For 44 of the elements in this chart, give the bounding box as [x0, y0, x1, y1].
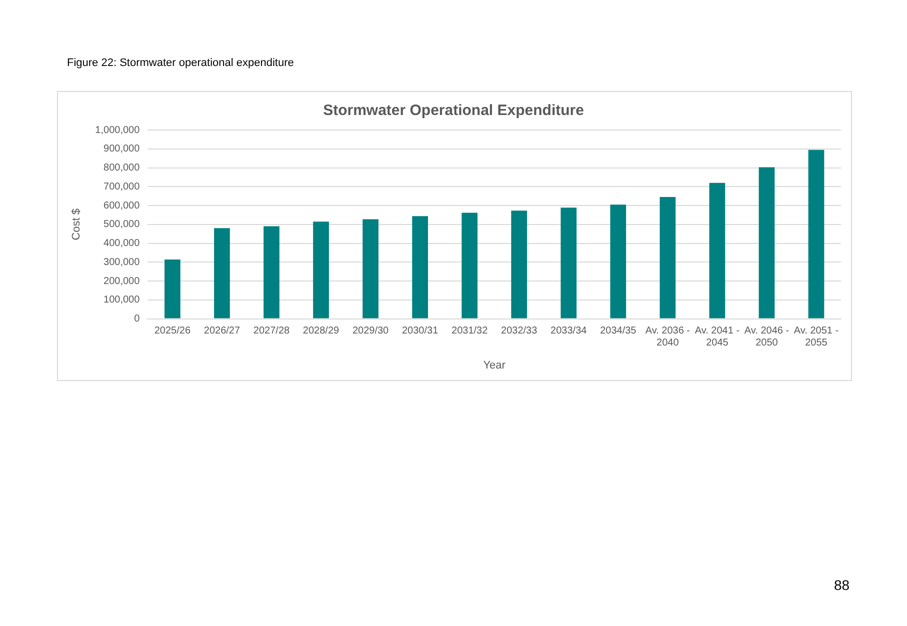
caption: Figure 22: Stormwater operational expenditure — [67, 57, 294, 69]
x-tick-label: 2030/31 — [402, 326, 439, 337]
x-tick-label: 2032/33 — [501, 326, 538, 337]
bar — [610, 204, 626, 318]
y-tick-label: 500,000 — [104, 219, 140, 230]
x-tick-label: 2027/28 — [253, 326, 290, 337]
y-tick-label: 600,000 — [104, 200, 140, 212]
bar — [313, 222, 329, 318]
bar — [511, 210, 528, 318]
bar — [808, 150, 824, 318]
y-tick-label: 100,000 — [104, 294, 140, 306]
chart-title: Stormwater Operational Expenditure — [323, 102, 584, 120]
bar — [709, 182, 726, 318]
y-tick-label: 900,000 — [104, 144, 140, 155]
x-tick-label: 2033/34 — [550, 326, 588, 337]
text: 88 — [834, 577, 850, 593]
x-tick-label: Av. 2051 - 2055 — [794, 326, 839, 349]
y-tick-label: 700,000 — [104, 181, 140, 192]
x-tick-label: 2028/29 — [302, 326, 340, 337]
bar — [560, 208, 577, 318]
x-axis-title: Year — [483, 359, 506, 372]
bar — [214, 228, 230, 318]
bar — [412, 216, 428, 318]
bar — [758, 167, 775, 318]
y-tick-label: 1,000,000 — [95, 124, 140, 136]
x-tick-label: Av. 2036 - 2040 — [645, 326, 690, 349]
bar — [660, 197, 676, 318]
y-tick-label: 200,000 — [104, 276, 140, 287]
y-axis-title: Cost $ — [70, 208, 83, 240]
x-tick-label: 2031/32 — [452, 326, 488, 337]
x-tick-label: Av. 2041 - 2045 — [694, 326, 740, 349]
bar — [164, 260, 180, 318]
y-tick-label: 0 — [134, 314, 140, 325]
bar — [462, 212, 478, 318]
bar — [362, 219, 378, 318]
bar — [264, 226, 280, 318]
x-tick-label: Av. 2046 - 2050 — [744, 326, 790, 349]
y-tick-label: 300,000 — [104, 256, 140, 268]
x-tick-label: 2034/35 — [600, 326, 637, 337]
y-tick-label: 400,000 — [104, 238, 140, 250]
x-tick-label: 2026/27 — [204, 326, 240, 337]
x-tick-label: 2029/30 — [352, 326, 390, 337]
y-tick-label: 800,000 — [104, 162, 140, 174]
x-tick-label: 2025/26 — [154, 326, 191, 337]
